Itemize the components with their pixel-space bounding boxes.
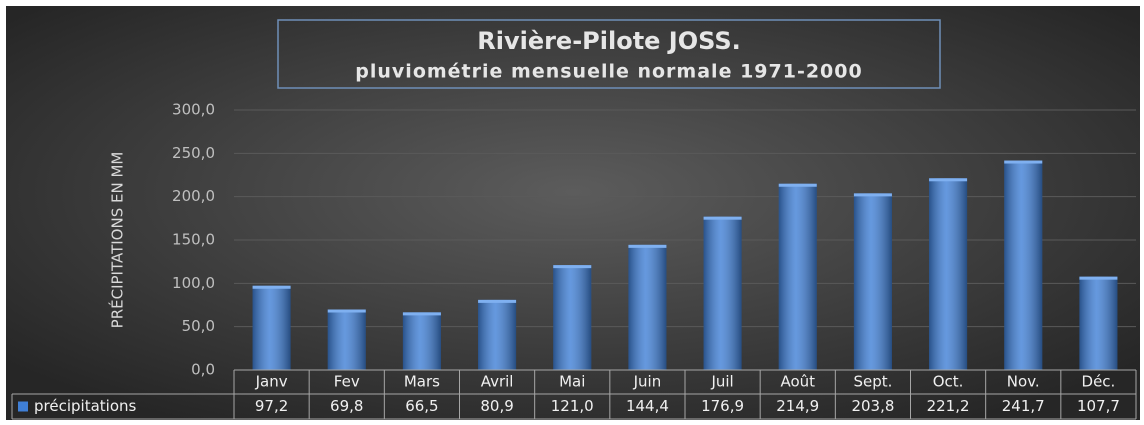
bar-cap <box>553 265 592 269</box>
data-table-value: 107,7 <box>1077 397 1120 415</box>
bar-cap <box>1004 160 1043 164</box>
chart-subtitle: pluviométrie mensuelle normale 1971-2000 <box>355 61 862 83</box>
x-tick-label: Juin <box>633 373 662 391</box>
chart-title: Rivière-Pilote JOSS. <box>477 27 741 55</box>
bar-shine <box>327 309 366 370</box>
x-tick-label: Juil <box>710 373 733 391</box>
bar-cap <box>1079 276 1118 280</box>
data-table-value: 203,8 <box>851 397 894 415</box>
x-tick-label: Oct. <box>933 373 964 391</box>
bar-cap <box>929 178 968 182</box>
bar-shine <box>252 285 291 370</box>
y-tick-label: 150,0 <box>172 231 215 249</box>
y-axis-title: PRÉCIPITATIONS EN MM <box>108 152 127 329</box>
bar-shine <box>478 299 517 370</box>
y-tick-label: 100,0 <box>172 274 215 292</box>
bar-cap <box>402 312 441 316</box>
y-tick-label: 50,0 <box>182 317 215 335</box>
x-tick-label: Nov. <box>1007 373 1040 391</box>
legend-key <box>18 401 28 412</box>
data-table-value: 214,9 <box>776 397 819 415</box>
y-tick-label: 300,0 <box>172 101 215 119</box>
legend-label: précipitations <box>34 397 136 415</box>
x-tick-label: Mars <box>404 373 440 391</box>
data-table-value: 121,0 <box>551 397 594 415</box>
x-tick-label: Janv <box>255 373 288 391</box>
bar-cap <box>327 309 366 313</box>
x-tick-label: Août <box>780 373 815 391</box>
x-tick-label: Fev <box>334 373 360 391</box>
title-box <box>277 19 941 89</box>
bar-cap <box>703 216 742 220</box>
bar-cap <box>853 193 892 197</box>
y-tick-label: 0,0 <box>191 361 215 379</box>
bar-cap <box>478 299 517 303</box>
data-table-value: 80,9 <box>480 397 513 415</box>
bar-cap <box>252 285 291 289</box>
bar-shine <box>402 312 441 370</box>
bar-shine <box>703 216 742 370</box>
x-tick-label: Avril <box>481 373 514 391</box>
data-table-value: 176,9 <box>701 397 744 415</box>
bar-shine <box>553 265 592 370</box>
data-table-value: 69,8 <box>330 397 363 415</box>
bar-shine <box>853 193 892 370</box>
x-tick-label: Sept. <box>853 373 892 391</box>
bar-shine <box>1004 160 1043 370</box>
data-table-value: 221,2 <box>927 397 970 415</box>
data-table-value: 144,4 <box>626 397 669 415</box>
data-table-value: 97,2 <box>255 397 288 415</box>
data-table-value: 66,5 <box>405 397 438 415</box>
y-tick-label: 200,0 <box>172 187 215 205</box>
x-tick-label: Déc. <box>1082 373 1116 391</box>
bar-cap <box>778 183 817 187</box>
bar-shine <box>1079 276 1118 370</box>
bar-shine <box>929 178 968 370</box>
data-table-value: 241,7 <box>1002 397 1045 415</box>
bar-shine <box>778 183 817 370</box>
bar-shine <box>628 244 667 370</box>
x-tick-label: Mai <box>559 373 585 391</box>
bar-cap <box>628 244 667 248</box>
y-tick-label: 250,0 <box>172 144 215 162</box>
